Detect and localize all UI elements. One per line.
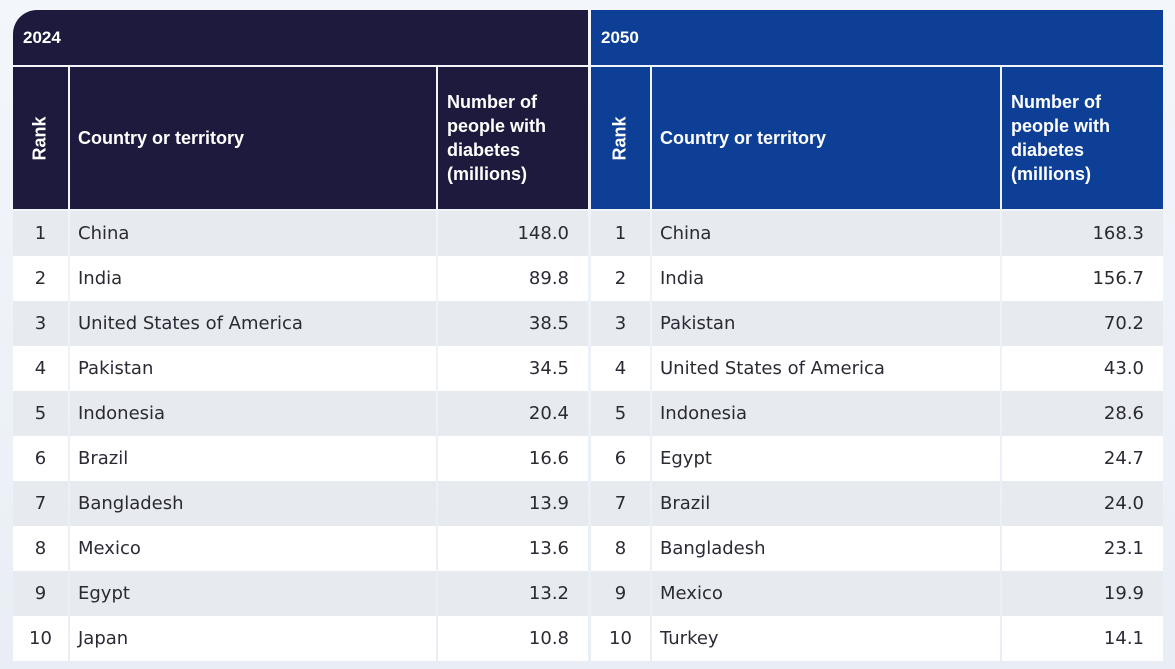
country-cell: Turkey: [652, 616, 1000, 661]
country-cell: China: [70, 211, 436, 256]
country-cell: Indonesia: [70, 391, 436, 436]
value-cell: 34.5: [438, 346, 588, 391]
rank-header-label: Rank: [609, 115, 630, 161]
country-cell: Brazil: [652, 481, 1000, 526]
country-cell: Egypt: [70, 571, 436, 616]
table-row: 4 United States of America 43.0: [591, 346, 1163, 391]
table-row: 3 United States of America 38.5: [13, 301, 588, 346]
rank-cell: 5: [13, 391, 68, 436]
rank-cell: 4: [591, 346, 650, 391]
country-cell: Brazil: [70, 436, 436, 481]
country-cell: United States of America: [70, 301, 436, 346]
rank-cell: 1: [13, 211, 68, 256]
table-row: 7 Bangladesh 13.9: [13, 481, 588, 526]
value-cell: 13.6: [438, 526, 588, 571]
rank-cell: 5: [591, 391, 650, 436]
rank-cell: 10: [591, 616, 650, 661]
country-cell: Mexico: [70, 526, 436, 571]
value-cell: 148.0: [438, 211, 588, 256]
table-row: 2 India 89.8: [13, 256, 588, 301]
year-header: 2050: [591, 10, 1163, 65]
value-cell: 24.0: [1002, 481, 1163, 526]
table-row: 6 Egypt 24.7: [591, 436, 1163, 481]
value-cell: 10.8: [438, 616, 588, 661]
number-header-label: Number of people with diabetes (millions…: [1011, 92, 1110, 184]
table-row: 4 Pakistan 34.5: [13, 346, 588, 391]
value-cell: 13.2: [438, 571, 588, 616]
table-row: 7 Brazil 24.0: [591, 481, 1163, 526]
rank-cell: 6: [591, 436, 650, 481]
country-cell: Bangladesh: [70, 481, 436, 526]
country-cell: Bangladesh: [652, 526, 1000, 571]
rank-cell: 8: [591, 526, 650, 571]
rank-cell: 7: [13, 481, 68, 526]
rank-cell: 8: [13, 526, 68, 571]
value-cell: 70.2: [1002, 301, 1163, 346]
value-cell: 156.7: [1002, 256, 1163, 301]
country-cell: Japan: [70, 616, 436, 661]
year-header: 2024: [13, 10, 588, 65]
rank-cell: 6: [13, 436, 68, 481]
country-cell: United States of America: [652, 346, 1000, 391]
table-2050: 2050 Rank Country or territory Number of…: [591, 10, 1163, 661]
country-header: Country or territory: [652, 67, 1000, 209]
table-2024: 2024 Rank Country or territory Number of…: [13, 10, 588, 661]
rank-cell: 9: [591, 571, 650, 616]
table-row: 9 Mexico 19.9: [591, 571, 1163, 616]
value-cell: 20.4: [438, 391, 588, 436]
rank-header: Rank: [591, 67, 650, 209]
country-cell: Egypt: [652, 436, 1000, 481]
country-cell: Pakistan: [652, 301, 1000, 346]
table-body: 1 China 148.0 2 India 89.8 3 United States of A…: [13, 211, 588, 661]
rank-cell: 4: [13, 346, 68, 391]
value-cell: 13.9: [438, 481, 588, 526]
table-row: 1 China 148.0: [13, 211, 588, 256]
value-cell: 168.3: [1002, 211, 1163, 256]
value-cell: 89.8: [438, 256, 588, 301]
value-cell: 14.1: [1002, 616, 1163, 661]
rank-cell: 2: [13, 256, 68, 301]
table-row: 5 Indonesia 20.4: [13, 391, 588, 436]
rank-cell: 2: [591, 256, 650, 301]
table-row: 3 Pakistan 70.2: [591, 301, 1163, 346]
number-header-label: Number of people with diabetes (millions…: [447, 92, 546, 184]
number-header: Number of people with diabetes (millions…: [438, 67, 588, 209]
table-row: 5 Indonesia 28.6: [591, 391, 1163, 436]
country-cell: China: [652, 211, 1000, 256]
value-cell: 28.6: [1002, 391, 1163, 436]
column-headers: Rank Country or territory Number of peop…: [591, 67, 1163, 209]
rank-cell: 3: [591, 301, 650, 346]
table-row: 10 Turkey 14.1: [591, 616, 1163, 661]
country-cell: India: [652, 256, 1000, 301]
rank-cell: 1: [591, 211, 650, 256]
table-row: 1 China 168.3: [591, 211, 1163, 256]
value-cell: 38.5: [438, 301, 588, 346]
value-cell: 19.9: [1002, 571, 1163, 616]
value-cell: 24.7: [1002, 436, 1163, 481]
country-cell: Pakistan: [70, 346, 436, 391]
country-cell: Mexico: [652, 571, 1000, 616]
table-row: 6 Brazil 16.6: [13, 436, 588, 481]
rank-cell: 3: [13, 301, 68, 346]
table-row: 9 Egypt 13.2: [13, 571, 588, 616]
rank-header-label: Rank: [29, 115, 50, 161]
table-row: 8 Mexico 13.6: [13, 526, 588, 571]
value-cell: 43.0: [1002, 346, 1163, 391]
table-row: 2 India 156.7: [591, 256, 1163, 301]
rank-cell: 7: [591, 481, 650, 526]
value-cell: 16.6: [438, 436, 588, 481]
value-cell: 23.1: [1002, 526, 1163, 571]
table-row: 10 Japan 10.8: [13, 616, 588, 661]
number-header: Number of people with diabetes (millions…: [1002, 67, 1163, 209]
rank-cell: 9: [13, 571, 68, 616]
rank-cell: 10: [13, 616, 68, 661]
table-body: 1 China 168.3 2 India 156.7 3 Pakistan 70.2 4 Unit…: [591, 211, 1163, 661]
country-cell: Indonesia: [652, 391, 1000, 436]
table-row: 8 Bangladesh 23.1: [591, 526, 1163, 571]
rank-header: Rank: [13, 67, 68, 209]
country-header: Country or territory: [70, 67, 436, 209]
column-headers: Rank Country or territory Number of peop…: [13, 67, 588, 209]
country-cell: India: [70, 256, 436, 301]
